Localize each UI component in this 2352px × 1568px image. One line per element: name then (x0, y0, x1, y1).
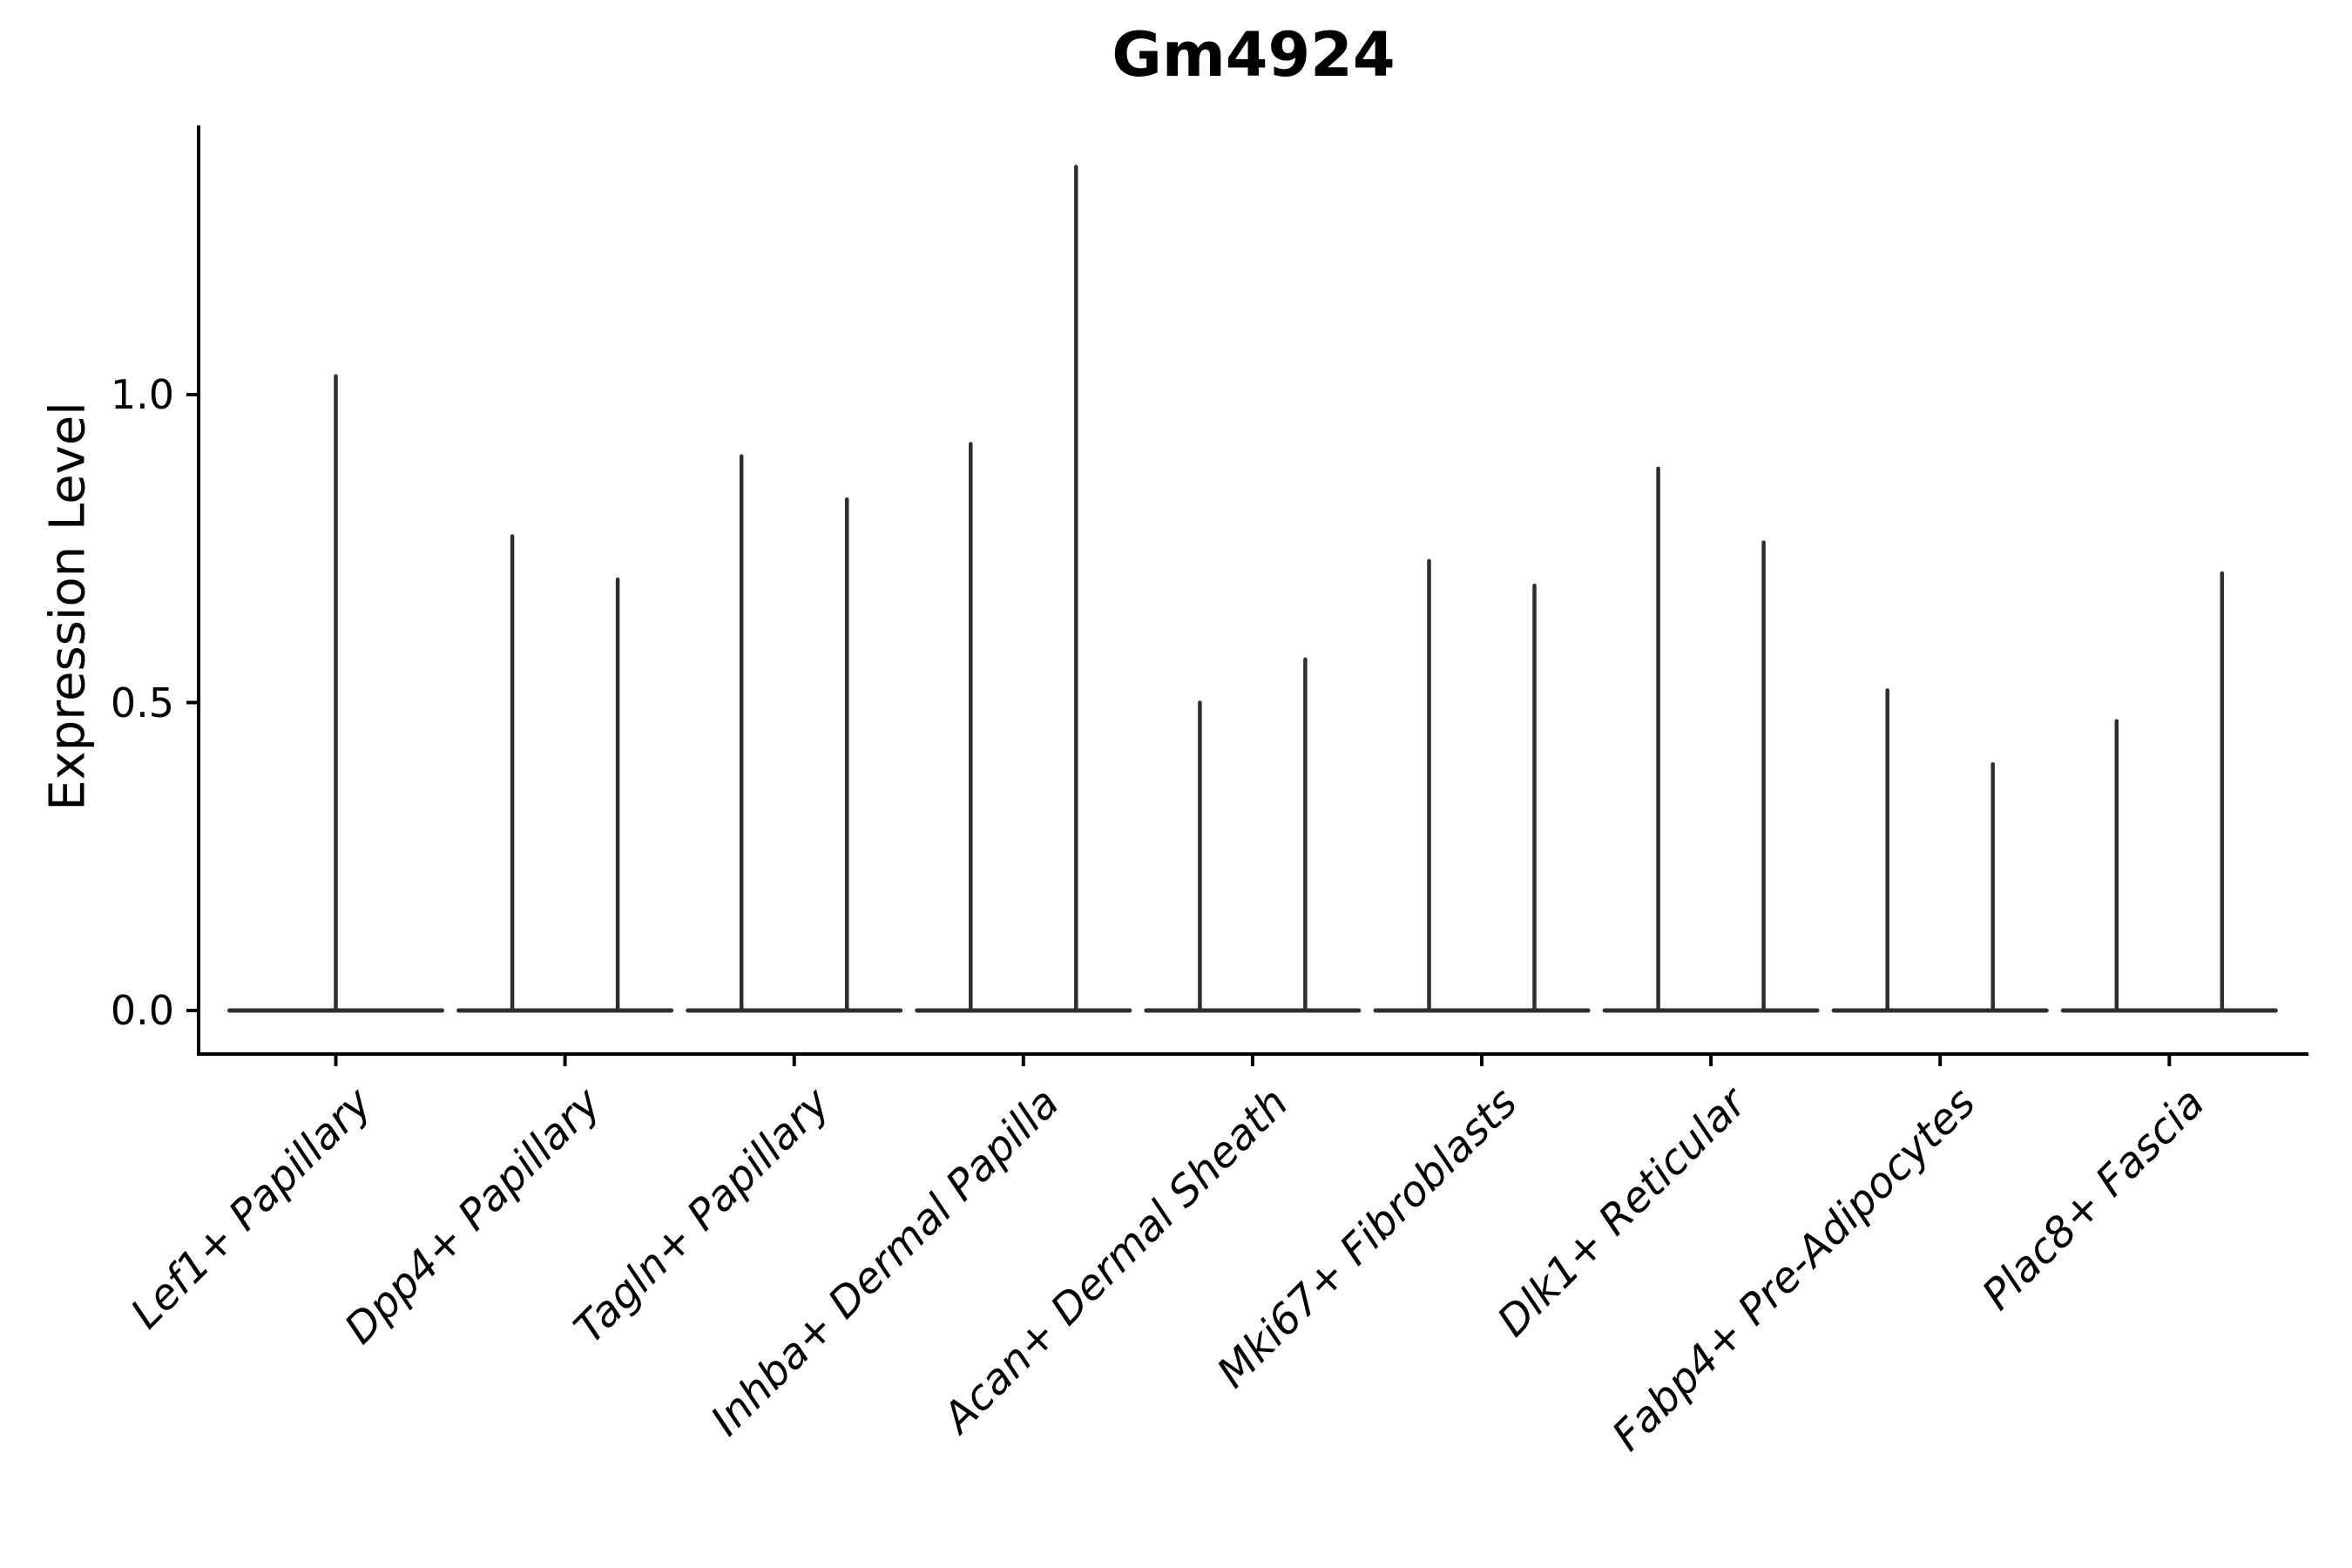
y-tick-label-0.5: 0.5 (110, 679, 174, 727)
y-tick-label-0.0: 0.0 (110, 987, 174, 1034)
y-tick-label-1.0: 1.0 (110, 371, 174, 418)
y-axis-label: Expression Level (39, 402, 97, 811)
chart-title: Gm4924 (1112, 19, 1396, 91)
